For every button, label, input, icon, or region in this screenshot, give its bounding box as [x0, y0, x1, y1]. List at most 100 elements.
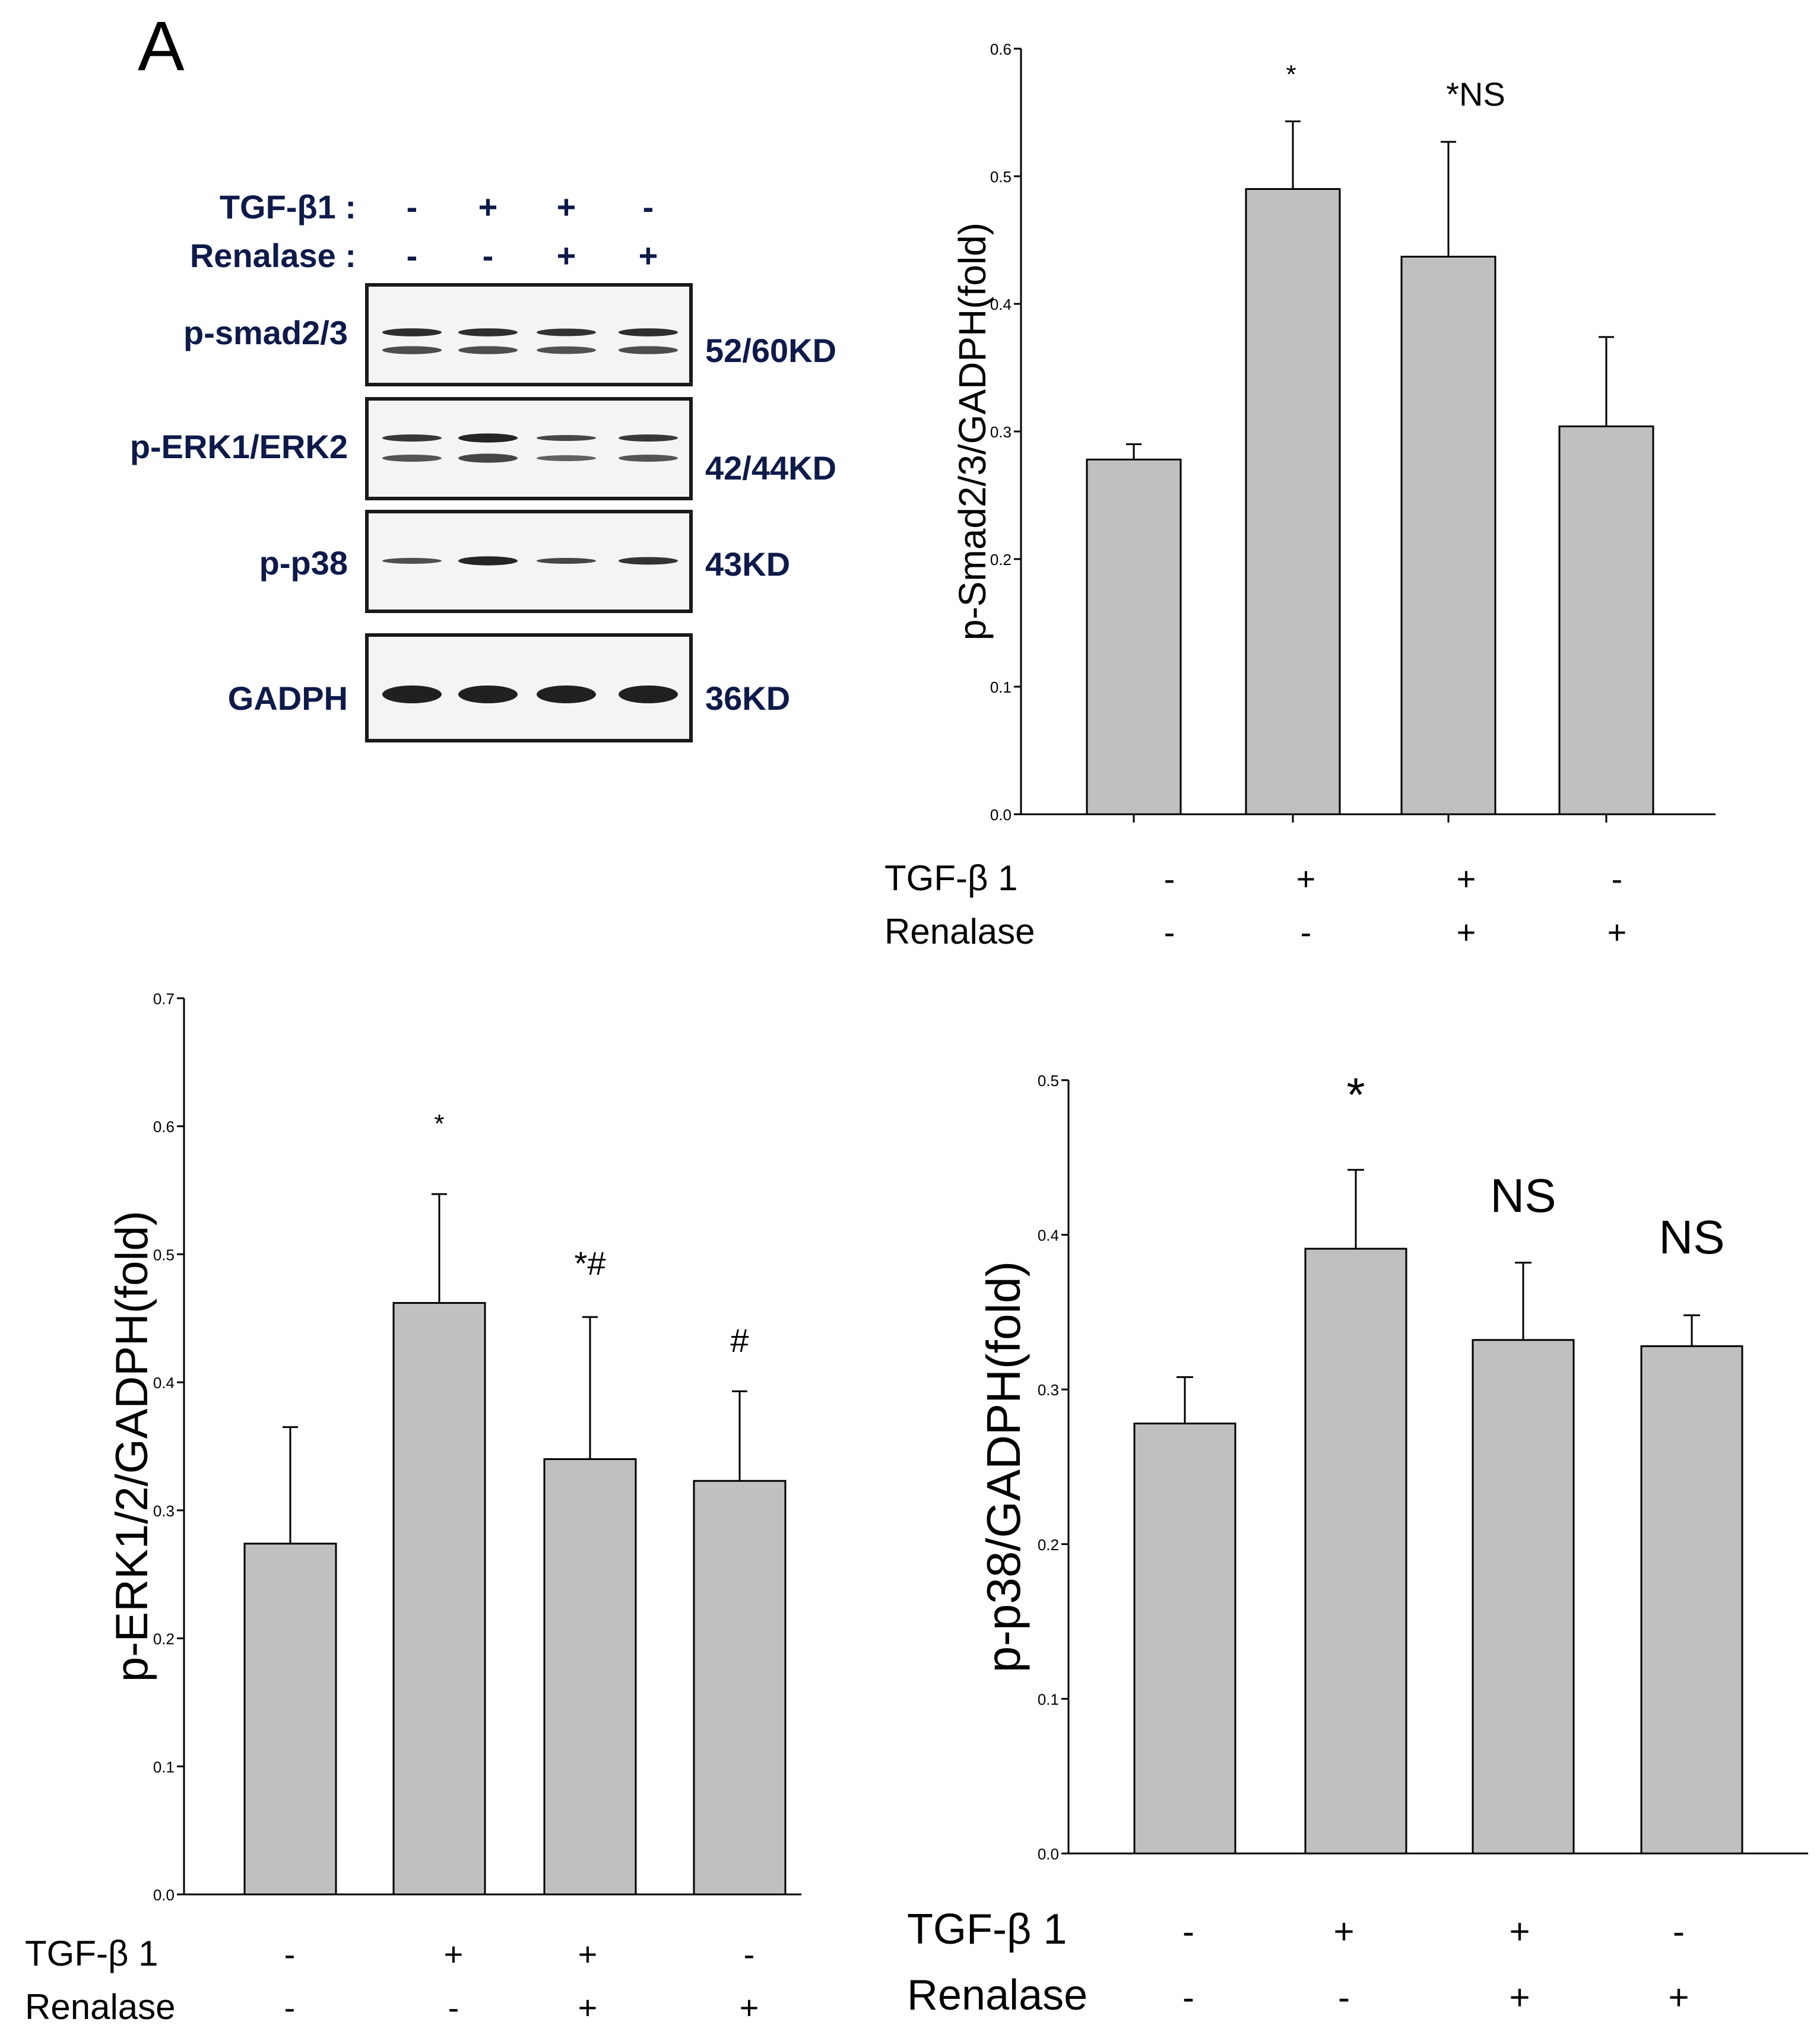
bar-p38-2	[1304, 1248, 1407, 1855]
y-tick-label: 0.3	[153, 1502, 175, 1520]
significance-annotation: NS	[1490, 1169, 1556, 1222]
blot-treatment-sign: -	[407, 188, 418, 226]
blot-band	[458, 328, 518, 337]
blot-band	[537, 328, 596, 337]
bar-erk-3	[543, 1458, 637, 1896]
y-axis-label: p-Smad2/3/GADPH(fold)	[951, 223, 994, 640]
blot-treatment-label: Renalase :	[190, 237, 356, 274]
condition-sign: -	[284, 1989, 296, 2026]
blot-band	[458, 346, 518, 354]
significance-annotation: NS	[1659, 1211, 1724, 1264]
blot-treatment-sign: -	[483, 237, 494, 274]
condition-label: TGF-β 1	[907, 1906, 1067, 1953]
y-tick-label: 0.1	[153, 1758, 175, 1776]
blot-membrane	[365, 397, 693, 500]
blot-band	[458, 453, 518, 463]
y-tick-label: 0.5	[153, 1246, 175, 1264]
blot-band	[382, 346, 442, 354]
condition-sign: +	[578, 1935, 598, 1973]
condition-sign: -	[448, 1989, 459, 2026]
y-tick-label: 0.3	[1038, 1381, 1059, 1399]
blot-treatment-sign: -	[643, 188, 654, 226]
chart-p-erk: 0.0 0.1 0.2 0.3 0.4 0.5 0.6 0.7 p-ERK1/2/GADPH(f…	[25, 990, 801, 2027]
y-axis-label: p-p38/GADPH(fold)	[977, 1261, 1030, 1673]
condition-label: TGF-β 1	[884, 858, 1018, 898]
condition-sign: +	[1296, 860, 1316, 897]
y-tick-label: 0.2	[1038, 1536, 1059, 1554]
blot-treatment-label: TGF-β1 :	[220, 188, 356, 226]
blot-treatment-sign: +	[478, 188, 498, 226]
condition-sign: -	[744, 1935, 755, 1973]
blot-band	[537, 685, 596, 703]
y-tick-label: 0.0	[1038, 1845, 1059, 1863]
blot-size-label: 36KD	[705, 680, 790, 717]
y-tick-label: 0.6	[153, 1118, 175, 1136]
blot-band	[458, 433, 518, 443]
condition-label: Renalase	[884, 912, 1035, 951]
blot-treatment-sign: +	[557, 188, 576, 226]
blot-size-label: 43KD	[705, 545, 790, 583]
bar-erk-1	[243, 1542, 337, 1896]
panel-label: A	[138, 7, 185, 85]
y-tick-label: 0.3	[990, 423, 1012, 441]
blot-band	[619, 557, 678, 565]
condition-sign: +	[1607, 913, 1627, 951]
blot-band	[619, 455, 678, 462]
condition-sign: +	[578, 1989, 598, 2026]
bar-smad-1	[1086, 458, 1182, 815]
blot-protein-label: p-smad2/3	[183, 314, 348, 351]
blot-band	[537, 346, 596, 354]
y-tick-label: 0.5	[990, 168, 1012, 186]
y-tick-label: 0.4	[1038, 1227, 1059, 1245]
condition-label: TGF-β 1	[25, 1934, 158, 1973]
blot-band	[619, 346, 678, 354]
bar-erk-2	[392, 1302, 486, 1896]
y-tick-label: 0.1	[1038, 1690, 1059, 1708]
bar-smad-3	[1400, 255, 1496, 815]
y-tick-label: 0.1	[990, 678, 1012, 696]
blot-band	[619, 434, 678, 442]
condition-sign: -	[1164, 913, 1175, 951]
blot-band	[458, 556, 518, 566]
y-tick-label: 0.2	[153, 1630, 175, 1648]
condition-sign: -	[1182, 1912, 1194, 1951]
blot-band	[382, 455, 442, 462]
y-tick-label: 0.2	[990, 551, 1012, 569]
y-tick-label: 0.4	[990, 296, 1012, 313]
blot-treatment-sign: -	[407, 237, 418, 274]
significance-annotation: *NS	[1446, 75, 1505, 113]
condition-sign: +	[1457, 913, 1476, 951]
condition-label: Renalase	[25, 1987, 176, 2027]
chart-p-p38: 0.0 0.1 0.2 0.3 0.4 0.5 p-p38/GADPH(fold) * NS NS…	[907, 1068, 1808, 2019]
condition-sign: -	[1338, 1977, 1350, 2017]
y-tick-label: 0.5	[1038, 1072, 1059, 1090]
bar-p38-3	[1472, 1339, 1575, 1855]
condition-sign: +	[1457, 860, 1476, 897]
condition-sign: -	[1164, 860, 1175, 897]
blot-band	[537, 435, 596, 441]
blot-band	[537, 455, 596, 461]
blot-size-label: 52/60KD	[705, 332, 836, 369]
blot-band	[619, 685, 678, 703]
condition-sign: +	[1668, 1977, 1689, 2017]
blot-protein-label: GADPH	[228, 680, 348, 717]
condition-sign: +	[1509, 1912, 1530, 1951]
y-tick-label: 0.6	[990, 40, 1012, 58]
chart-p-smad: 0.0 0.1 0.2 0.3 0.4 0.5 0.6 p-Smad2/3/GADPH(fol…	[884, 40, 1716, 951]
blot-protein-label: p-ERK1/ERK2	[130, 428, 348, 465]
western-blot-panel: TGF-β1 : - + + - Renalase : - - + + p-smad2/3 52/60…	[130, 188, 836, 742]
bar-smad-2	[1245, 188, 1341, 815]
blot-band	[458, 685, 518, 703]
condition-sign: +	[444, 1935, 464, 1973]
condition-sign: -	[1673, 1912, 1685, 1951]
blot-size-label: 42/44KD	[705, 449, 836, 487]
condition-sign: -	[1301, 913, 1312, 951]
blot-protein-label: p-p38	[259, 544, 348, 582]
significance-annotation: *#	[575, 1245, 606, 1282]
significance-annotation: *	[1286, 60, 1296, 89]
condition-sign: +	[1333, 1912, 1354, 1951]
y-tick-label: 0.0	[990, 806, 1012, 824]
blot-band	[619, 328, 678, 337]
condition-sign: +	[1509, 1977, 1530, 2017]
